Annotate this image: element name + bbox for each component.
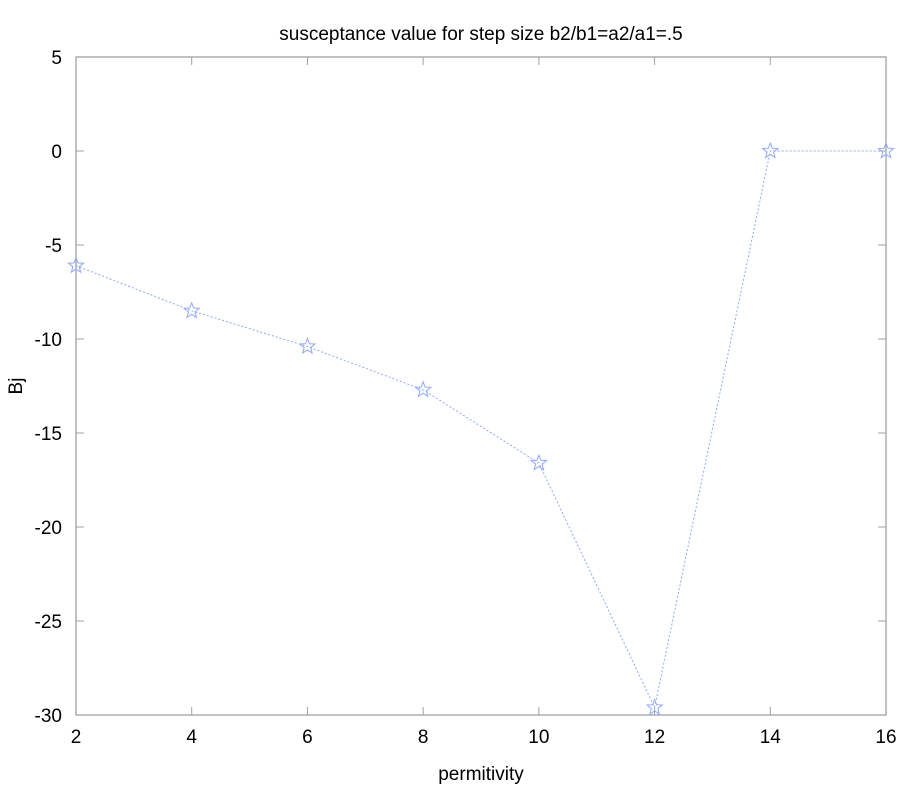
data-point-star [645, 698, 664, 716]
series [67, 141, 895, 716]
y-tick-label: -15 [35, 424, 62, 445]
data-point-star [182, 301, 201, 319]
chart-title: susceptance value for step size b2/b1=a2… [279, 24, 683, 45]
y-tick-label: 5 [51, 48, 62, 69]
x-tick-label: 10 [528, 727, 549, 748]
axes [75, 56, 887, 716]
x-axis-label: permitivity [438, 764, 524, 785]
data-point-star [529, 453, 548, 471]
y-tick-label: -5 [45, 236, 62, 257]
x-tick-label: 12 [644, 727, 665, 748]
x-tick-label: 4 [186, 727, 197, 748]
data-point-star [877, 141, 895, 159]
x-tick-label: 2 [71, 727, 82, 748]
y-axis-label: Bj [6, 378, 27, 395]
x-tick-label: 8 [418, 727, 429, 748]
y-tick-label: 0 [51, 142, 62, 163]
y-tick-label: -10 [35, 330, 62, 351]
series-line [75, 150, 886, 710]
y-tick-label: -25 [35, 612, 62, 633]
ticks: 2 4 6 8 10 12 14 16 5 0 -5 -10 -15 -20 -25 -30 [35, 48, 897, 748]
data-point-star [67, 256, 85, 274]
data-point-star [761, 141, 780, 159]
x-tick-label: 14 [760, 727, 782, 748]
data-point-star [298, 337, 317, 355]
x-tick-label: 16 [875, 727, 896, 748]
data-point-star [414, 380, 433, 398]
plot-frame [75, 56, 887, 716]
x-tick-label: 6 [302, 727, 313, 748]
y-tick-label: -30 [35, 706, 62, 727]
y-tick-label: -20 [35, 518, 62, 539]
